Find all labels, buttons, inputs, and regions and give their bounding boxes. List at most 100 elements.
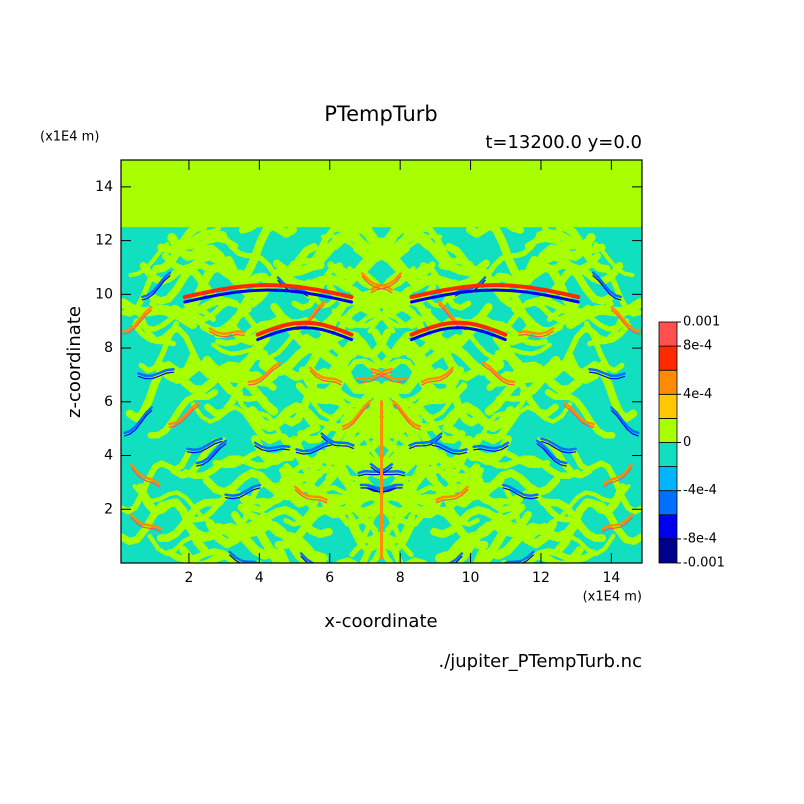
field-texture: [536, 443, 567, 467]
field-texture: [230, 221, 297, 282]
y-tick-label: 6: [104, 394, 113, 410]
field-texture: [571, 450, 642, 515]
field-texture: [302, 554, 360, 563]
field-texture: [540, 437, 577, 452]
field-texture: [341, 399, 372, 428]
field-texture: [195, 439, 228, 465]
field-texture: [485, 518, 581, 560]
y-tick-label: 2: [104, 501, 113, 517]
field-texture: [588, 367, 626, 377]
field-texture: [272, 259, 325, 277]
field-texture: [300, 555, 309, 563]
field-texture: [290, 225, 344, 273]
field-texture: [209, 330, 245, 338]
field-texture: [183, 288, 353, 304]
field-texture: [370, 371, 407, 383]
colorbar-label: 0.001: [683, 315, 720, 330]
colorbar-label: 8e-4: [683, 339, 712, 354]
field-texture: [428, 367, 482, 427]
y-tick-label: 14: [95, 179, 113, 195]
field-texture: [409, 436, 442, 449]
field-texture: [309, 370, 342, 386]
field-texture: [229, 554, 242, 563]
field-texture: [129, 513, 163, 531]
field-texture: [139, 262, 225, 304]
field-texture: [121, 267, 158, 317]
field-texture: [435, 489, 469, 504]
field-texture: [611, 309, 641, 335]
field-texture: [591, 271, 622, 299]
field-texture: [225, 487, 261, 500]
y-tick-label: 8: [104, 340, 113, 356]
colorbar-swatch: [658, 442, 678, 468]
colorbar-swatch: [658, 321, 678, 347]
field-texture: [521, 554, 534, 563]
field-texture: [538, 262, 624, 304]
field-texture: [190, 402, 281, 445]
contour-field: [121, 160, 642, 563]
field-texture: [247, 402, 319, 432]
plot-frame: [120, 159, 643, 564]
colorbar-swatch: [658, 490, 678, 516]
field-texture: [519, 360, 608, 399]
field-texture: [255, 320, 354, 337]
field-texture: [124, 410, 153, 437]
field-texture: [435, 506, 489, 549]
field-texture: [500, 548, 597, 563]
field-texture: [369, 360, 425, 415]
field-texture: [409, 320, 508, 337]
field-texture: [541, 225, 592, 257]
field-texture: [370, 466, 405, 477]
field-texture: [600, 513, 634, 531]
field-texture: [130, 463, 161, 486]
x-axis-label: x-coordinate: [324, 611, 437, 632]
field-texture: [168, 405, 200, 428]
field-texture: [601, 516, 633, 533]
field-texture: [325, 485, 379, 515]
field-texture: [362, 213, 416, 254]
field-texture: [391, 399, 422, 428]
field-texture: [141, 275, 171, 301]
field-texture: [384, 485, 438, 515]
colorbar-label: 0: [683, 435, 691, 450]
colorbar-label: -0.001: [683, 556, 725, 571]
field-texture: [550, 260, 615, 305]
colorbar-label: 4e-4: [683, 387, 712, 402]
field-texture: [299, 552, 318, 563]
y-tick-label: 4: [104, 448, 113, 464]
field-texture: [408, 432, 443, 447]
field-texture: [565, 298, 642, 330]
field-texture: [610, 306, 641, 333]
field-texture: [421, 370, 454, 386]
colorbar-swatch: [658, 345, 678, 371]
field-texture: [403, 554, 461, 563]
x-unit: (x1E4 m): [583, 590, 642, 605]
field-texture: [130, 516, 162, 533]
field-texture: [182, 518, 278, 560]
field-texture: [358, 466, 393, 477]
field-texture: [482, 402, 573, 445]
field-texture: [468, 435, 512, 466]
field-texture: [355, 367, 393, 381]
axes: 2 4 6 8 10 12 14 2 4 6 8 10 12 14: [95, 159, 643, 586]
field-texture: [253, 441, 291, 450]
field-texture: [592, 275, 622, 301]
x-tick-label: 12: [532, 570, 550, 586]
field-texture: [295, 300, 326, 329]
field-texture: [237, 503, 333, 538]
field-texture: [588, 371, 626, 380]
field-texture: [535, 439, 568, 465]
field-texture: [518, 330, 554, 338]
field-texture: [485, 455, 581, 480]
field-texture: [370, 275, 402, 294]
x-tick-label: 4: [255, 570, 264, 586]
field-texture: [131, 322, 176, 347]
field-texture: [122, 309, 152, 335]
field-texture: [166, 548, 263, 563]
field-texture: [309, 366, 343, 384]
field-texture: [148, 260, 213, 305]
field-texture: [123, 406, 153, 435]
field-texture: [295, 444, 332, 455]
field-texture: [472, 441, 510, 450]
